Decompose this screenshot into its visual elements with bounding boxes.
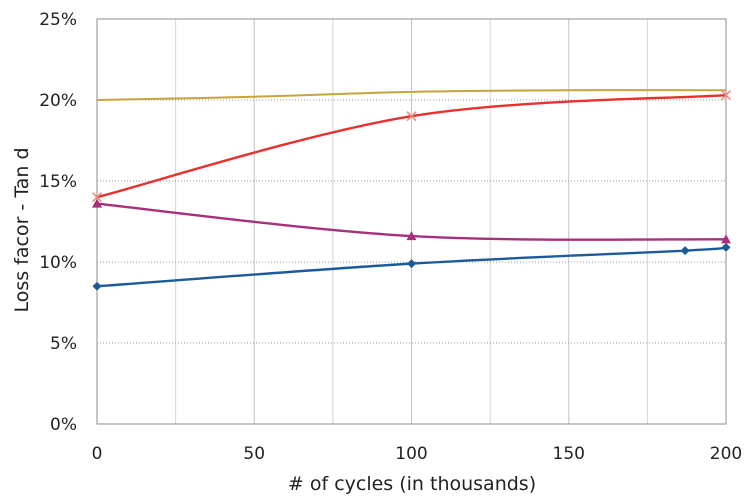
- data-point-triangle: [406, 231, 417, 241]
- data-point-diamond: [407, 259, 416, 269]
- data-point-triangle: [721, 234, 731, 244]
- y-tick-label: 10%: [39, 253, 77, 273]
- data-point-x: [91, 192, 103, 203]
- series-line: [96, 89, 727, 101]
- data-point-x: [406, 111, 417, 122]
- y-axis-label: Loss facor - Tan d: [11, 147, 33, 312]
- data-point-diamond: [92, 281, 102, 291]
- x-tick-label: 100: [395, 444, 427, 464]
- plot-frame: [96, 18, 727, 425]
- x-tick-label: 0: [92, 444, 103, 464]
- x-axis-label: # of cycles (in thousands): [288, 473, 536, 495]
- data-point-diamond: [680, 246, 690, 256]
- data-point-triangle: [92, 198, 102, 208]
- series-1: [96, 89, 727, 101]
- y-tick-label: 25%: [39, 10, 77, 30]
- y-tick-label: 20%: [39, 91, 77, 111]
- y-tick-label: 0%: [50, 415, 77, 435]
- series-2: [91, 90, 732, 203]
- y-tick-label: 15%: [39, 172, 77, 192]
- y-tick-label: 5%: [50, 334, 77, 354]
- data-point-x: [720, 90, 732, 101]
- series-line: [96, 246, 727, 288]
- series-4: [92, 242, 731, 291]
- grid: [96, 18, 727, 425]
- data-point-diamond: [721, 242, 731, 252]
- series-layer: [91, 89, 732, 291]
- x-tick-label: 200: [710, 444, 742, 464]
- x-tick-label: 150: [553, 444, 585, 464]
- series-3: [92, 198, 731, 244]
- tick-labels: 0 50 100 150 200 0% 5% 10% 15% 20% 25%: [39, 10, 742, 464]
- x-tick-label: 50: [243, 444, 265, 464]
